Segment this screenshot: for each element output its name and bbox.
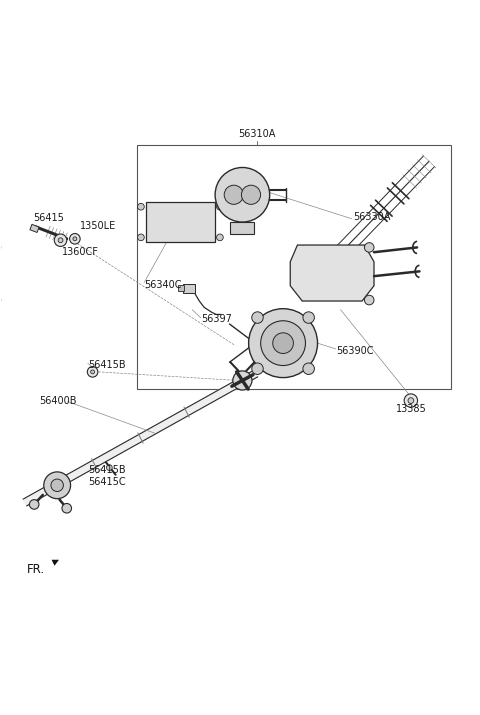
Circle shape (87, 367, 98, 377)
Circle shape (29, 500, 39, 509)
Text: FR.: FR. (27, 563, 45, 576)
Circle shape (54, 234, 67, 247)
Circle shape (62, 503, 72, 513)
Bar (30, 225, 39, 232)
Circle shape (138, 203, 144, 210)
Text: 56415: 56415 (33, 213, 64, 223)
Circle shape (70, 234, 80, 244)
Circle shape (216, 234, 223, 241)
Text: 56415C: 56415C (88, 477, 125, 487)
Circle shape (404, 394, 418, 408)
Text: 56310A: 56310A (238, 129, 276, 139)
Text: 1350LE: 1350LE (80, 221, 116, 231)
Polygon shape (290, 245, 374, 301)
Circle shape (303, 312, 314, 323)
Text: 56340C: 56340C (144, 280, 182, 290)
Bar (137, 144, 451, 389)
Circle shape (408, 398, 414, 403)
Text: 56415B: 56415B (88, 360, 125, 370)
Bar (230, 222, 254, 234)
Circle shape (224, 185, 243, 204)
Bar (182, 285, 194, 293)
Circle shape (107, 465, 112, 470)
Bar (146, 202, 215, 242)
Circle shape (91, 370, 95, 374)
Circle shape (215, 167, 270, 222)
Circle shape (138, 234, 144, 241)
Circle shape (51, 479, 63, 491)
Circle shape (252, 312, 263, 323)
Text: 56330A: 56330A (353, 212, 390, 222)
Circle shape (249, 309, 318, 378)
Circle shape (241, 185, 261, 204)
Circle shape (273, 332, 293, 353)
Text: 56400B: 56400B (39, 395, 76, 405)
Circle shape (58, 238, 63, 242)
Text: 1360CF: 1360CF (62, 247, 99, 257)
Circle shape (261, 321, 305, 365)
Text: 56397: 56397 (201, 314, 232, 324)
Circle shape (252, 363, 263, 375)
Circle shape (364, 295, 374, 305)
Text: 56415B: 56415B (88, 465, 125, 475)
Circle shape (44, 472, 71, 498)
Text: 13385: 13385 (396, 404, 426, 414)
Circle shape (216, 203, 223, 210)
Circle shape (303, 363, 314, 375)
Circle shape (364, 242, 374, 252)
Circle shape (233, 371, 252, 390)
Circle shape (73, 237, 77, 241)
Text: 56390C: 56390C (336, 346, 373, 356)
Polygon shape (23, 370, 258, 506)
Bar (178, 285, 183, 292)
